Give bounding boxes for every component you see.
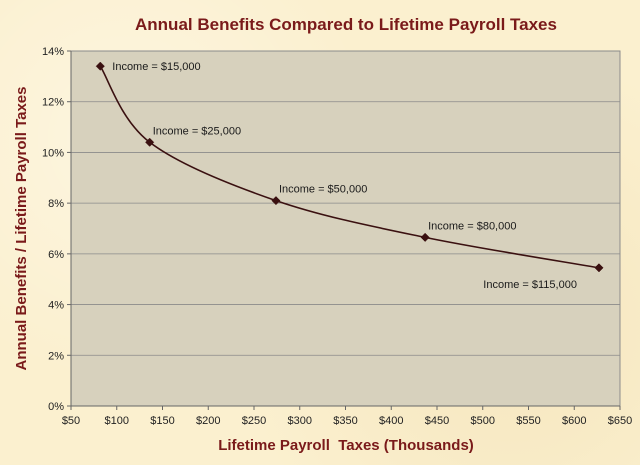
x-tick-label: $550: [516, 415, 540, 427]
data-point-marker: [95, 61, 105, 71]
y-tick-label: 10%: [42, 147, 64, 159]
x-tick-label: $450: [425, 415, 449, 427]
x-tick-label: $400: [379, 415, 403, 427]
plot-area: [70, 50, 621, 407]
x-tick-label: $100: [105, 415, 129, 427]
y-tick-label: 12%: [42, 97, 64, 109]
data-markers: [95, 61, 604, 273]
x-tick-label: $350: [333, 415, 357, 427]
y-tick-label: 8%: [48, 198, 64, 210]
data-point-label: Income = $25,000: [153, 125, 241, 137]
data-point-marker: [420, 232, 430, 242]
grid-lines: [71, 50, 620, 356]
data-point-marker: [271, 196, 281, 206]
data-point-marker: [594, 263, 604, 273]
y-tick-label: 4%: [48, 300, 64, 312]
y-tick-label: 14%: [42, 46, 64, 58]
x-tick-label: $500: [471, 415, 495, 427]
y-tick-label: 0%: [48, 401, 64, 413]
x-tick-label: $50: [62, 415, 80, 427]
y-tick-label: 2%: [48, 350, 64, 362]
data-point-label: Income = $115,000: [483, 279, 577, 291]
x-tick-label: $650: [608, 415, 632, 427]
series-line: [99, 65, 600, 269]
chart-title: Annual Benefits Compared to Lifetime Pay…: [135, 15, 557, 34]
x-tick-label: $600: [562, 415, 586, 427]
data-annotations: Income = $15,000 Income = $25,000 Income =…: [112, 61, 577, 291]
data-point-label: Income = $50,000: [279, 184, 367, 196]
data-point-label: Income = $80,000: [428, 220, 516, 232]
x-tick-label: $200: [196, 415, 220, 427]
y-axis-ticks: 0% 2% 4% 6% 8% 10% 12% 14%: [42, 46, 71, 413]
x-axis-ticks: $50 $100 $150 $200 $250 $300 $350 $400 $450 $500 $…: [62, 406, 632, 427]
data-point-marker: [145, 137, 155, 147]
y-tick-label: 6%: [48, 249, 64, 261]
y-axis-label: Annual Benefits / Lifetime Payroll Taxes: [13, 87, 30, 371]
x-tick-label: $150: [150, 415, 174, 427]
data-point-label: Income = $15,000: [112, 61, 200, 73]
x-axis-label: Lifetime Payroll Taxes (Thousands): [218, 437, 474, 454]
x-tick-label: $300: [288, 415, 312, 427]
x-tick-label: $250: [242, 415, 266, 427]
